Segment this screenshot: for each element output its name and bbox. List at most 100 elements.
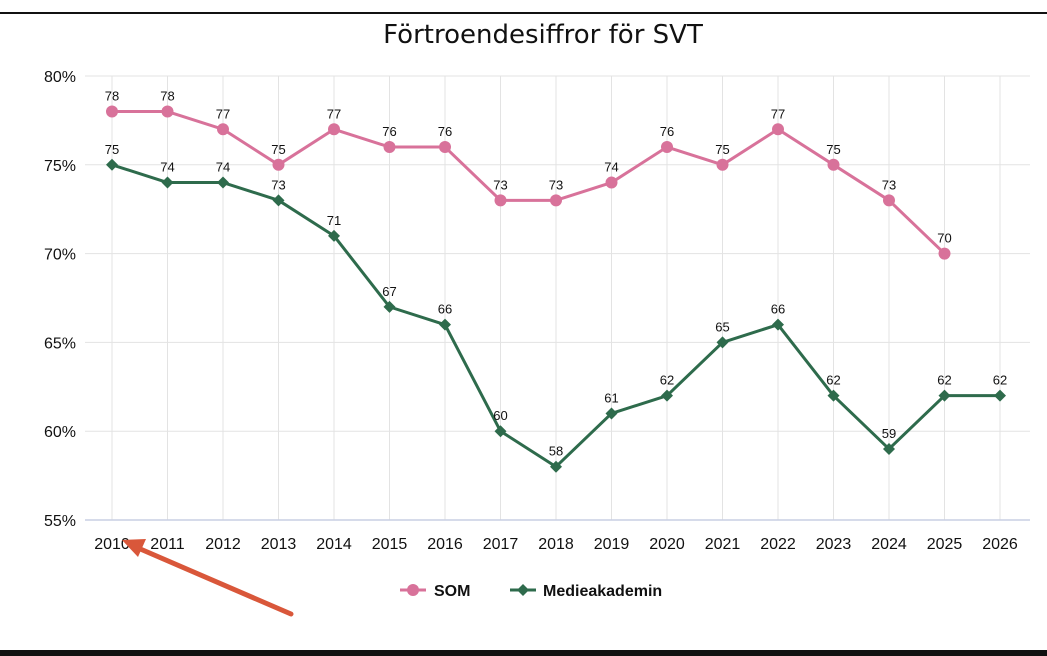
data-point xyxy=(938,247,951,260)
x-tick-label: 2010 xyxy=(94,536,130,553)
data-label: 73 xyxy=(271,177,285,192)
x-tick-label: 2022 xyxy=(760,536,796,553)
data-point xyxy=(994,389,1006,402)
data-label: 73 xyxy=(493,177,507,192)
series-som: 78 78 77 75 77 76 76 73 73 74 76 75 77 75 73 70 xyxy=(105,89,952,260)
x-tick-label: 2021 xyxy=(705,536,741,553)
data-label: 70 xyxy=(937,231,951,246)
x-tick-label: 2012 xyxy=(205,536,241,553)
data-label: 74 xyxy=(216,160,230,175)
data-point xyxy=(605,176,618,189)
data-point xyxy=(272,158,285,171)
data-label: 62 xyxy=(660,373,674,388)
legend: SOM Medieakademin xyxy=(400,583,662,600)
x-tick-label: 2020 xyxy=(649,536,685,553)
data-label: 58 xyxy=(549,444,563,459)
bottom-rule xyxy=(0,650,1047,656)
data-label: 66 xyxy=(438,302,452,317)
data-label: 77 xyxy=(771,106,785,121)
y-tick-label: 55% xyxy=(44,513,76,530)
data-label: 61 xyxy=(604,390,618,405)
series-line xyxy=(112,110,946,255)
data-label: 60 xyxy=(493,408,507,423)
data-point xyxy=(383,300,396,313)
y-tick-label: 65% xyxy=(44,335,76,352)
y-tick-label: 70% xyxy=(44,247,76,264)
x-tick-label: 2018 xyxy=(538,536,574,553)
data-label: 75 xyxy=(715,142,729,157)
data-point xyxy=(161,105,174,118)
data-point xyxy=(827,158,840,171)
data-label: 67 xyxy=(382,284,396,299)
x-tick-label: 2016 xyxy=(427,536,463,553)
data-point xyxy=(716,336,729,349)
data-point xyxy=(328,123,340,136)
data-point xyxy=(716,158,729,171)
data-label: 75 xyxy=(105,142,119,157)
data-point xyxy=(328,229,340,242)
series-group: 78 78 77 75 77 76 76 73 73 74 76 75 77 75 73 70 75 74 74 73… xyxy=(105,89,1007,473)
series-medieakademin: 75 74 74 73 71 67 66 60 58 61 62 65 66 62 59 62 62 xyxy=(105,142,1007,473)
data-point xyxy=(827,389,840,402)
chart-title: Förtroendesiffror för SVT xyxy=(383,20,703,50)
data-label: 78 xyxy=(105,89,119,104)
arrow-head xyxy=(122,539,146,557)
data-point xyxy=(272,194,285,207)
x-tick-label: 2023 xyxy=(816,536,852,553)
x-tick-label: 2014 xyxy=(316,536,352,553)
data-label: 76 xyxy=(660,124,674,139)
data-label: 74 xyxy=(604,160,618,175)
data-point xyxy=(439,318,451,331)
y-tick-label: 75% xyxy=(44,158,76,175)
x-tick-label: 2025 xyxy=(927,536,963,553)
data-point xyxy=(661,141,673,154)
arrow-shaft xyxy=(135,545,294,617)
data-point xyxy=(883,194,895,207)
data-point xyxy=(772,123,784,136)
data-point xyxy=(439,141,451,154)
data-point xyxy=(550,460,562,473)
data-point xyxy=(383,141,396,154)
data-point xyxy=(550,194,562,207)
data-point xyxy=(883,442,895,455)
data-label: 77 xyxy=(216,106,230,121)
data-label: 75 xyxy=(826,142,840,157)
x-axis-ticks: 2010 2011 2012 2013 2014 2015 2016 2017 2018 2019… xyxy=(94,536,1018,553)
x-tick-label: 2024 xyxy=(871,536,907,553)
data-label: 62 xyxy=(937,373,951,388)
data-point xyxy=(106,105,118,118)
data-label: 74 xyxy=(160,160,174,175)
legend-marker xyxy=(517,584,529,596)
legend-marker xyxy=(407,584,419,596)
data-point xyxy=(161,176,174,189)
data-label: 62 xyxy=(826,373,840,388)
data-point xyxy=(938,389,951,402)
y-tick-label: 60% xyxy=(44,424,76,441)
legend-label: Medieakademin xyxy=(543,583,662,600)
x-tick-label: 2013 xyxy=(261,536,297,553)
data-label: 77 xyxy=(327,106,341,121)
x-tick-label: 2015 xyxy=(372,536,408,553)
annotation-arrow xyxy=(122,539,294,617)
data-point xyxy=(494,425,507,438)
data-label: 73 xyxy=(549,177,563,192)
data-label: 76 xyxy=(382,124,396,139)
data-label: 75 xyxy=(271,142,285,157)
data-point xyxy=(217,123,229,136)
data-point xyxy=(494,194,507,207)
data-point xyxy=(772,318,784,331)
y-axis-ticks: 55% 60% 65% 70% 75% 80% xyxy=(44,69,76,530)
data-label: 62 xyxy=(993,373,1007,388)
data-label: 78 xyxy=(160,89,174,104)
x-tick-label: 2026 xyxy=(982,536,1018,553)
y-tick-label: 80% xyxy=(44,69,76,86)
data-label: 71 xyxy=(327,213,341,228)
x-tick-label: 2019 xyxy=(594,536,630,553)
legend-item-som: SOM xyxy=(400,583,470,600)
data-label: 76 xyxy=(438,124,452,139)
data-label: 59 xyxy=(882,426,896,441)
data-point xyxy=(106,158,118,171)
data-label: 73 xyxy=(882,177,896,192)
data-label: 65 xyxy=(715,319,729,334)
